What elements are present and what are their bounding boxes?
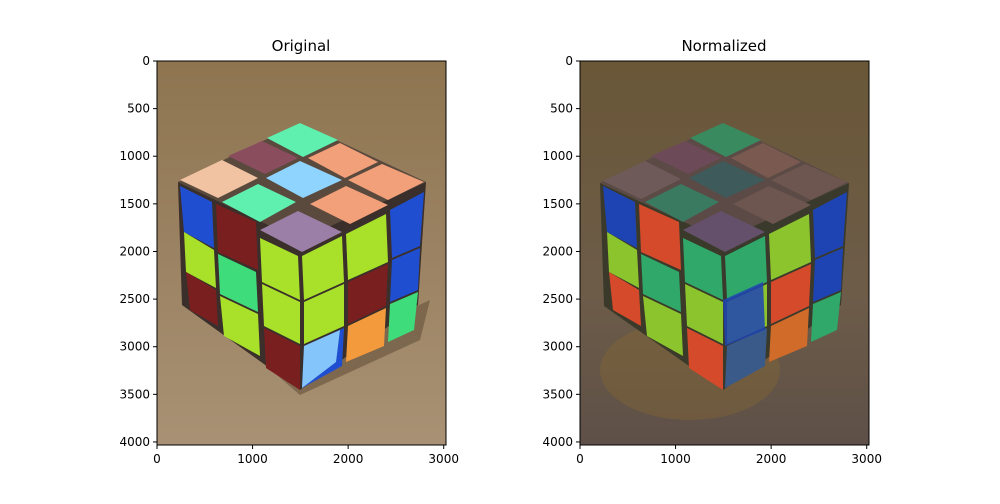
- y-tick-label: 3500: [542, 387, 573, 401]
- image-original: [157, 61, 446, 445]
- y-tick-label: 3000: [119, 340, 150, 354]
- y-tick-label: 500: [550, 102, 573, 116]
- y-tick-label: 1500: [542, 197, 573, 211]
- ticks-normalized: 0 1000 2000 3000 0 500 1000 1500 2000 2500 3000 350…: [542, 54, 882, 466]
- x-tick-label: 1000: [660, 452, 691, 466]
- y-tick-label: 4000: [542, 435, 573, 449]
- panel-title-normalized: Normalized: [681, 37, 766, 55]
- y-tick-label: 1000: [542, 149, 573, 163]
- y-tick-label: 2000: [119, 244, 150, 258]
- x-tick-label: 2000: [756, 452, 787, 466]
- x-tick-label: 2000: [333, 452, 364, 466]
- x-tick-label: 1000: [237, 452, 268, 466]
- x-tick-label: 0: [153, 452, 161, 466]
- y-tick-label: 1500: [119, 197, 150, 211]
- y-tick-label: 2000: [542, 244, 573, 258]
- y-tick-label: 2500: [542, 292, 573, 306]
- y-tick-label: 1000: [119, 149, 150, 163]
- panel-title-original: Original: [272, 37, 331, 55]
- y-tick-label: 4000: [119, 435, 150, 449]
- x-tick-label: 3000: [851, 452, 882, 466]
- x-tick-label: 0: [576, 452, 584, 466]
- image-normalized: [580, 61, 869, 445]
- y-tick-label: 500: [127, 102, 150, 116]
- y-tick-label: 3500: [119, 387, 150, 401]
- panel-normalized: Normalized: [542, 37, 882, 466]
- y-tick-label: 0: [565, 54, 573, 68]
- ticks-original: 0 1000 2000 3000 0 500 1000 1500 2000 2500 3000 350…: [119, 54, 459, 466]
- axes-frame-normalized: [579, 60, 870, 446]
- y-tick-label: 3000: [542, 340, 573, 354]
- panel-original: Original: [119, 37, 459, 466]
- x-tick-label: 3000: [428, 452, 459, 466]
- y-tick-label: 2500: [119, 292, 150, 306]
- y-tick-label: 0: [142, 54, 150, 68]
- axes-frame-original: [156, 60, 447, 446]
